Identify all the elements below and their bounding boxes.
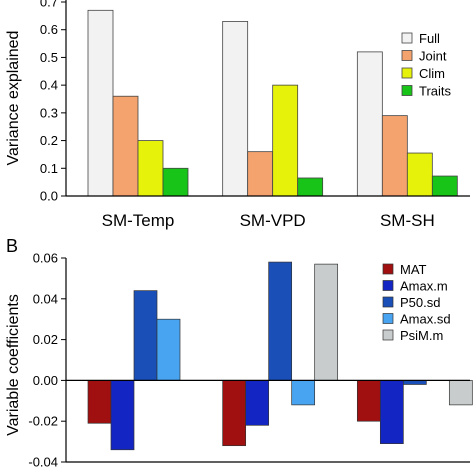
panel-a-category-label: SM-SH: [380, 211, 435, 230]
panel-b-bar-amax-m-group-2: [245, 380, 270, 426]
panel-b-y-tick-label: -0.02: [28, 414, 58, 429]
panel-a-bar-traits-sm-temp: [162, 167, 189, 197]
panel-a-bar-full-sm-vpd: [222, 20, 249, 197]
panel-b-legend-swatch: [382, 280, 394, 291]
panel-b-legend-swatch: [382, 313, 394, 324]
panel-a-bar-clim-sm-temp: [137, 140, 164, 197]
panel-b-legend-swatch: [382, 263, 394, 275]
panel-a-category-label: SM-VPD: [240, 211, 306, 230]
panel-b-bar-psim-m-group-3: [448, 380, 473, 406]
panel-b-y-tick-label: 0.06: [33, 251, 58, 266]
panel-b-bar-mat-group-1: [87, 380, 112, 424]
panel-b-y-tick-label: 0.04: [33, 291, 58, 306]
panel-b-legend-label: MAT: [400, 262, 427, 277]
panel-a-legend-label: Full: [419, 31, 440, 46]
panel-a-bar-joint-sm-sh: [381, 115, 408, 197]
panel-a-legend-swatch: [401, 32, 413, 44]
panel-b-legend-swatch: [382, 296, 394, 308]
panel-a-y-axis-label: Variance explained: [5, 31, 22, 166]
panel-b-bar-amax-m-group-3: [379, 380, 404, 444]
panel-a-bar-clim-sm-vpd: [272, 84, 299, 197]
panel-b-label: B: [6, 236, 18, 256]
panel-a-y-tick-label: 0.1: [40, 161, 58, 176]
panel-b-y-tick-label: -0.04: [28, 455, 58, 470]
panel-b-bar-p50-sd-group-2: [268, 261, 293, 381]
panel-a-bar-traits-sm-vpd: [297, 177, 324, 197]
panel-b-legend-label: P50.sd: [400, 295, 440, 310]
panel-b-bar-p50-sd-group-3: [402, 380, 427, 385]
panel-b-bar-amax-sd-group-1: [156, 318, 181, 381]
panel-a-bar-joint-sm-vpd: [247, 151, 274, 197]
panel-a-y-tick-label: 0.0: [40, 189, 58, 204]
panel-a-legend-label: Traits: [419, 84, 452, 99]
panel-a-legend-label: Joint: [419, 49, 447, 64]
panel-b-legend-swatch: [382, 329, 394, 341]
panel-a-bar-full-sm-temp: [87, 9, 114, 197]
panel-a-legend-swatch: [401, 50, 413, 61]
panel-a-legend-swatch: [401, 67, 413, 79]
panel-b-bar-mat-group-2: [222, 380, 247, 447]
panel-a-bar-full-sm-sh: [356, 51, 383, 197]
panel-b-legend-label: Amax.sd: [400, 312, 451, 327]
panel-a-legend-swatch: [401, 85, 413, 96]
panel-b-legend-label: Amax.m: [400, 279, 448, 294]
panel-a-bar-traits-sm-sh: [431, 175, 458, 197]
panel-a-bar-clim-sm-sh: [406, 152, 433, 197]
panel-a-category-label: SM-Temp: [102, 211, 175, 230]
panel-a-bar-joint-sm-temp: [112, 95, 139, 197]
panel-a: 0.0 0.1 0.2 0.3 0.4 0.5 0.6 0.7 SM-Temp SM-VPD SM…: [5, 0, 470, 230]
panel-a-y-tick-label: 0.2: [40, 133, 58, 148]
panel-a-y-tick-label: 0.4: [40, 78, 58, 93]
panel-b-bar-p50-sd-group-1: [133, 290, 158, 381]
panel-b-bar-amax-m-group-1: [110, 380, 135, 451]
panel-a-y-tick-label: 0.6: [40, 22, 58, 37]
panel-b-bar-psim-m-group-2: [314, 263, 339, 381]
panel-b-y-axis-label: Variable coefficients: [5, 294, 22, 436]
panel-a-legend-label: Clim: [419, 66, 445, 81]
panel-b: B -0.04 -0.02 0.00 0.02 0.04 0.06 MAT Amax.mP5…: [5, 236, 473, 470]
panel-b-bar-amax-sd-group-2: [291, 380, 316, 406]
panel-b-y-tick-label: 0.02: [33, 332, 58, 347]
panel-b-bar-mat-group-3: [356, 380, 381, 422]
panel-a-y-tick-label: 0.7: [40, 0, 58, 10]
panel-b-legend-label: PsiM.m: [400, 328, 443, 343]
panel-b-y-tick-label: 0.00: [33, 373, 58, 388]
panel-a-y-tick-label: 0.3: [40, 105, 58, 120]
panel-a-y-tick-label: 0.5: [40, 50, 58, 65]
